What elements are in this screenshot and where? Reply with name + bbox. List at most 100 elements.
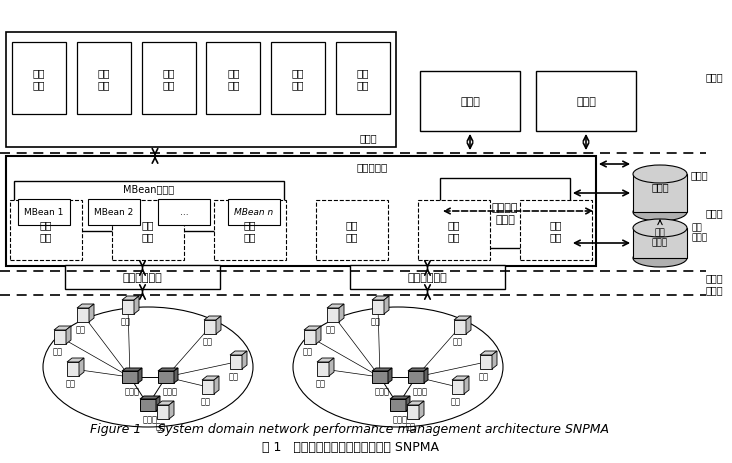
FancyBboxPatch shape	[350, 265, 505, 289]
Polygon shape	[169, 401, 174, 419]
Text: 结点: 结点	[203, 337, 213, 346]
Ellipse shape	[633, 204, 687, 221]
FancyBboxPatch shape	[520, 200, 592, 260]
Text: 备份
数据库: 备份 数据库	[691, 223, 707, 242]
Text: 交换机: 交换机	[143, 414, 157, 424]
FancyBboxPatch shape	[230, 355, 242, 369]
Ellipse shape	[633, 250, 687, 268]
FancyBboxPatch shape	[67, 362, 79, 376]
Text: 数据库: 数据库	[651, 181, 669, 192]
Polygon shape	[492, 351, 497, 369]
Polygon shape	[384, 296, 389, 314]
FancyBboxPatch shape	[390, 399, 406, 411]
Text: MBean 2: MBean 2	[94, 208, 134, 217]
Polygon shape	[406, 396, 410, 411]
Polygon shape	[230, 351, 247, 355]
Polygon shape	[424, 368, 428, 383]
Polygon shape	[157, 401, 174, 405]
FancyBboxPatch shape	[327, 308, 339, 322]
FancyBboxPatch shape	[77, 43, 131, 115]
FancyBboxPatch shape	[536, 72, 636, 131]
FancyBboxPatch shape	[202, 380, 214, 394]
Text: 测量
视图: 测量 视图	[227, 68, 239, 90]
Text: 结点: 结点	[451, 397, 461, 406]
Text: 图 1   系统域网络性能管理体系结构 SNPMA: 图 1 系统域网络性能管理体系结构 SNPMA	[261, 441, 438, 454]
Text: 配置
管理: 配置 管理	[346, 220, 358, 241]
Polygon shape	[202, 376, 219, 380]
Text: 资源层: 资源层	[705, 284, 722, 294]
Polygon shape	[339, 304, 344, 322]
FancyBboxPatch shape	[158, 371, 174, 383]
Text: 控制层: 控制层	[705, 272, 722, 282]
Polygon shape	[464, 376, 469, 394]
Polygon shape	[454, 316, 471, 320]
FancyBboxPatch shape	[408, 371, 424, 383]
FancyBboxPatch shape	[316, 200, 388, 260]
FancyBboxPatch shape	[440, 179, 570, 249]
Polygon shape	[89, 304, 94, 322]
Polygon shape	[388, 368, 392, 383]
Text: 结点: 结点	[76, 325, 86, 334]
Polygon shape	[419, 401, 424, 419]
Polygon shape	[317, 358, 334, 362]
Text: 结点: 结点	[316, 379, 326, 388]
Polygon shape	[372, 368, 392, 371]
Text: 设备
管理: 设备 管理	[448, 220, 460, 241]
FancyBboxPatch shape	[122, 371, 138, 383]
FancyBboxPatch shape	[65, 265, 220, 289]
Ellipse shape	[633, 219, 687, 238]
Text: 拓扑
视图: 拓扑 视图	[33, 68, 45, 90]
FancyBboxPatch shape	[206, 43, 261, 115]
Polygon shape	[204, 316, 221, 320]
Text: 结点: 结点	[201, 397, 211, 406]
Text: 管理控制网元: 管理控制网元	[123, 272, 163, 282]
FancyBboxPatch shape	[204, 320, 216, 334]
Polygon shape	[214, 376, 219, 394]
Polygon shape	[480, 351, 497, 355]
Polygon shape	[316, 326, 321, 344]
Text: 拓扑
管理: 拓扑 管理	[40, 220, 52, 241]
Text: 结点: 结点	[53, 347, 63, 356]
Text: 客户端: 客户端	[359, 133, 377, 143]
Text: 故障
管理: 故障 管理	[244, 220, 256, 241]
FancyBboxPatch shape	[372, 300, 384, 314]
Text: MBean 1: MBean 1	[24, 208, 64, 217]
FancyBboxPatch shape	[420, 72, 520, 131]
Polygon shape	[77, 304, 94, 308]
Text: Figure 1    System domain network performance management architecture SNPMA: Figure 1 System domain network performan…	[91, 423, 610, 436]
Text: 备份
数据库: 备份 数据库	[652, 228, 668, 247]
FancyBboxPatch shape	[418, 200, 490, 260]
Text: 管理控制网元: 管理控制网元	[408, 272, 447, 282]
Polygon shape	[140, 396, 160, 399]
FancyBboxPatch shape	[407, 405, 419, 419]
Polygon shape	[158, 368, 178, 371]
Polygon shape	[216, 316, 221, 334]
FancyBboxPatch shape	[480, 355, 492, 369]
FancyBboxPatch shape	[6, 33, 396, 148]
Polygon shape	[174, 368, 178, 383]
Polygon shape	[67, 358, 84, 362]
Polygon shape	[407, 401, 424, 405]
Text: 日志
管理: 日志 管理	[550, 220, 562, 241]
Text: 配置
视图: 配置 视图	[292, 68, 305, 90]
Text: 流量
视图: 流量 视图	[97, 68, 110, 90]
FancyBboxPatch shape	[317, 362, 329, 376]
FancyBboxPatch shape	[77, 308, 89, 322]
Text: 结点: 结点	[121, 317, 131, 326]
Text: 结点: 结点	[156, 422, 166, 431]
Text: 交换机: 交换机	[375, 387, 389, 396]
Text: 交换机: 交换机	[413, 387, 427, 396]
Text: 交换机: 交换机	[124, 387, 140, 396]
Text: 结点: 结点	[479, 372, 489, 381]
FancyBboxPatch shape	[452, 380, 464, 394]
Text: 视图层: 视图层	[705, 72, 722, 82]
Text: 结点: 结点	[326, 325, 336, 334]
Text: 备份管理
服务器: 备份管理 服务器	[492, 203, 518, 224]
Text: 故障
视图: 故障 视图	[163, 68, 175, 90]
Ellipse shape	[633, 166, 687, 184]
FancyBboxPatch shape	[12, 43, 66, 115]
Text: 交换机: 交换机	[392, 414, 408, 424]
FancyBboxPatch shape	[112, 200, 184, 260]
FancyBboxPatch shape	[54, 330, 66, 344]
FancyBboxPatch shape	[336, 43, 390, 115]
